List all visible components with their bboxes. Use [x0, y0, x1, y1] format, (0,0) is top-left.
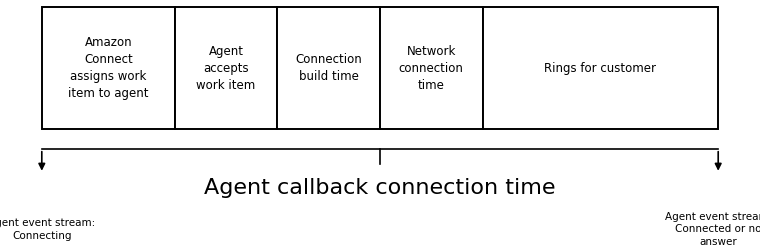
Text: Amazon
Connect
assigns work
item to agent: Amazon Connect assigns work item to agen…: [68, 36, 148, 100]
Text: Network
connection
time: Network connection time: [399, 45, 464, 92]
Text: Agent callback connection time: Agent callback connection time: [204, 179, 556, 198]
Text: Agent event stream:
Connected or no
answer: Agent event stream: Connected or no answ…: [664, 212, 760, 247]
Bar: [175, 7, 277, 129]
Text: Connection
build time: Connection build time: [296, 53, 362, 83]
Text: Agent event stream:
Connecting: Agent event stream: Connecting: [0, 218, 96, 241]
Text: Rings for customer: Rings for customer: [544, 62, 657, 75]
Bar: [483, 7, 718, 129]
Bar: [42, 7, 175, 129]
Bar: [277, 7, 380, 129]
Text: Agent
accepts
work item: Agent accepts work item: [197, 45, 255, 92]
Bar: [380, 7, 483, 129]
